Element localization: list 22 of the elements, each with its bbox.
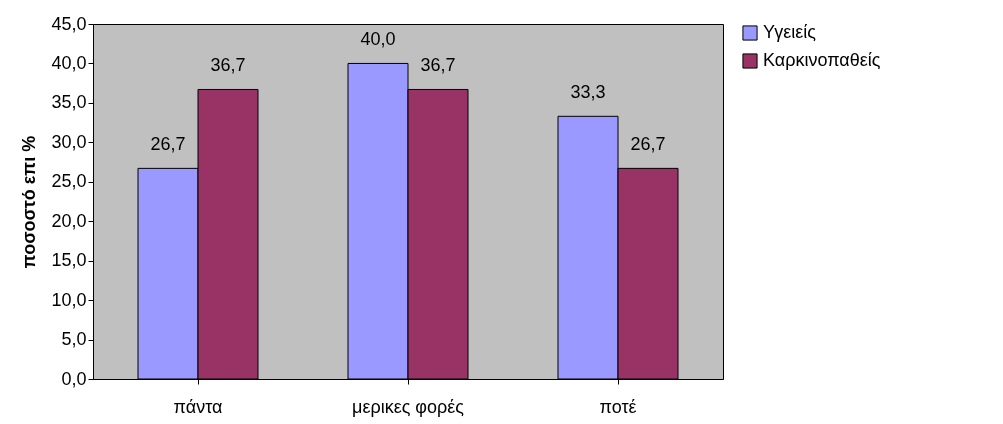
y-tick-label: 45,0 <box>51 13 87 34</box>
y-tick-label: 40,0 <box>51 52 87 73</box>
y-tick-label: 5,0 <box>61 329 87 350</box>
data-label: 26,7 <box>150 134 186 155</box>
data-label: 26,7 <box>630 134 666 155</box>
legend-label: Υγειείς <box>763 22 817 42</box>
data-label: 33,3 <box>570 82 606 103</box>
y-tick-label: 15,0 <box>51 250 87 271</box>
y-tick-label: 25,0 <box>51 171 87 192</box>
y-tick-label: 30,0 <box>51 131 87 152</box>
y-axis-title: ποσοστό επι % <box>19 135 40 269</box>
x-tick-label: ποτέ <box>599 396 637 417</box>
x-tick-label: μερικες φορές <box>352 396 465 417</box>
data-label: 36,7 <box>210 55 246 76</box>
legend-label: Καρκινοπαθείς <box>763 50 881 70</box>
y-tick-label: 0,0 <box>61 368 87 389</box>
y-tick-label: 20,0 <box>51 210 87 231</box>
y-tick-label: 35,0 <box>51 92 87 113</box>
y-tick-label: 10,0 <box>51 289 87 310</box>
data-label: 36,7 <box>420 55 456 76</box>
data-label: 40,0 <box>360 29 396 50</box>
x-tick-label: πάντα <box>173 396 223 417</box>
